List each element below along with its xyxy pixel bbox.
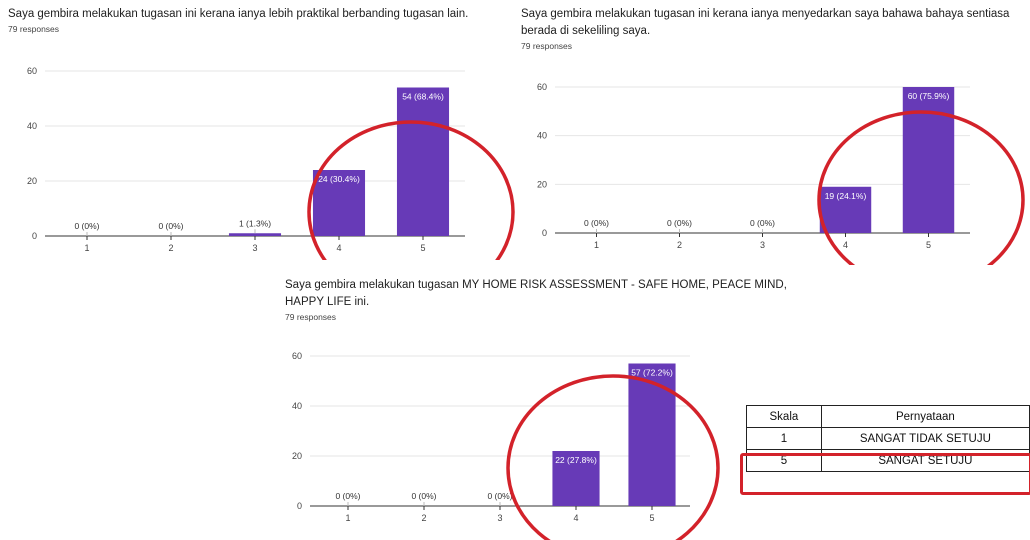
x-tick-label: 5	[649, 513, 654, 523]
data-label: 0 (0%)	[335, 491, 360, 501]
y-tick-label: 20	[27, 176, 37, 186]
data-label: 0 (0%)	[74, 221, 99, 231]
y-tick-label: 0	[32, 231, 37, 241]
x-tick-label: 1	[345, 513, 350, 523]
x-tick-label: 3	[497, 513, 502, 523]
x-tick-label: 4	[573, 513, 578, 523]
question-title: Saya gembira melakukan tugasan MY HOME R…	[285, 279, 787, 291]
bar	[628, 363, 676, 506]
highlight-circle	[817, 110, 1025, 265]
question-title: Saya gembira melakukan tugasan ini keran…	[8, 8, 469, 20]
y-tick-label: 0	[542, 228, 547, 238]
data-label: 0 (0%)	[411, 491, 436, 501]
chart-panel-3: Saya gembira melakukan tugasan MY HOME R…	[285, 277, 787, 322]
responses-count: 79 responses	[285, 312, 337, 322]
y-tick-label: 40	[292, 401, 302, 411]
question-title-line-2: HAPPY LIFE ini.	[285, 296, 370, 308]
data-label: 0 (0%)	[487, 491, 512, 501]
highlight-circle	[506, 374, 720, 540]
x-tick-label: 3	[252, 243, 257, 253]
scale-legend-table: Skala Pernyataan 1 SANGAT TIDAK SETUJU 5…	[746, 405, 1030, 472]
bar-chart-1: 0 20 40 60 1 0 (0%) 2 0 (0%) 3 1 (1.3%) 4 24 (30.4%…	[27, 66, 515, 260]
data-label: 54 (68.4%)	[402, 92, 444, 102]
y-tick-label: 0	[297, 501, 302, 511]
data-label: 19 (24.1%)	[825, 191, 867, 201]
x-tick-label: 2	[677, 240, 682, 250]
x-tick-label: 1	[594, 240, 599, 250]
data-label: 57 (72.2%)	[631, 368, 673, 378]
x-tick-label: 5	[420, 243, 425, 253]
chart-panel-2: Saya gembira melakukan tugasan ini keran…	[521, 6, 1009, 51]
y-tick-label: 60	[537, 82, 547, 92]
y-tick-label: 40	[27, 121, 37, 131]
data-label: 0 (0%)	[158, 221, 183, 231]
data-label: 24 (30.4%)	[318, 174, 360, 184]
x-tick-label: 4	[843, 240, 848, 250]
question-title: Saya gembira melakukan tugasan ini keran…	[521, 8, 1010, 20]
x-tick-label: 2	[421, 513, 426, 523]
legend-scale-value: 1	[746, 427, 822, 450]
bar	[902, 87, 955, 233]
legend-highlight-box	[740, 453, 1030, 495]
responses-count: 79 responses	[521, 41, 573, 51]
data-label: 0 (0%)	[750, 218, 775, 228]
y-tick-label: 20	[537, 179, 547, 189]
bar	[552, 451, 600, 506]
data-label: 22 (27.8%)	[555, 455, 597, 465]
x-tick-label: 4	[336, 243, 341, 253]
highlight-circle	[307, 120, 515, 260]
x-tick-label: 2	[168, 243, 173, 253]
bar-chart-2: 0 20 40 60 1 0 (0%) 2 0 (0%) 3 0 (0%) 4 19 (24.1%) 5…	[537, 82, 1025, 265]
legend-header-scale: Skala	[746, 405, 822, 428]
question-title-line-2: berada di sekeliling saya.	[521, 25, 651, 37]
x-tick-label: 3	[760, 240, 765, 250]
y-tick-label: 60	[27, 66, 37, 76]
x-tick-label: 1	[84, 243, 89, 253]
legend-row: 1 SANGAT TIDAK SETUJU	[746, 427, 1030, 450]
y-tick-label: 60	[292, 351, 302, 361]
data-label: 0 (0%)	[584, 218, 609, 228]
bar	[228, 233, 282, 236]
responses-count: 79 responses	[8, 24, 60, 34]
bar	[819, 186, 872, 233]
y-tick-label: 40	[537, 131, 547, 141]
bar	[396, 87, 450, 236]
bar-chart-3: 0 20 40 60 1 0 (0%) 2 0 (0%) 3 0 (0%) 4 22 (27.8%) 5…	[292, 351, 720, 540]
y-tick-label: 20	[292, 451, 302, 461]
data-label: 1 (1.3%)	[239, 218, 271, 228]
legend-statement: SANGAT TIDAK SETUJU	[820, 427, 1030, 450]
data-label: 0 (0%)	[667, 218, 692, 228]
data-label: 60 (75.9%)	[908, 91, 950, 101]
legend-header-row: Skala Pernyataan	[746, 405, 1030, 428]
legend-header-statement: Pernyataan	[820, 405, 1030, 428]
chart-panel-1: Saya gembira melakukan tugasan ini keran…	[8, 6, 468, 34]
bar	[312, 170, 366, 236]
x-tick-label: 5	[926, 240, 931, 250]
